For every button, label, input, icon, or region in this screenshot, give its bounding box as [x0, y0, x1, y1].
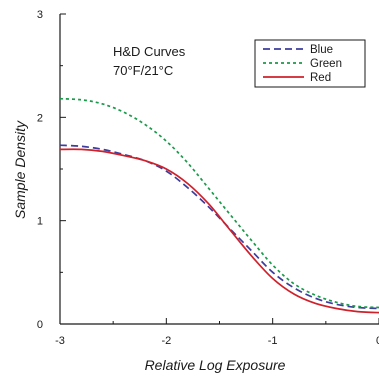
y-tick-label: 0	[37, 319, 43, 331]
y-tick-label: 3	[37, 9, 43, 21]
x-tick-label: 0	[376, 335, 379, 347]
legend-label-red: Red	[310, 72, 331, 84]
annotation: H&D Curves 70°F/21°C	[113, 44, 186, 78]
x-tick-label: -3	[55, 335, 65, 347]
y-axis-title: Sample Density	[12, 120, 28, 219]
series-lines	[59, 97, 379, 314]
annotation-line-2: 70°F/21°C	[113, 63, 173, 78]
tick-labels: 0 1 2 3 -3 -2 -1 0	[37, 9, 379, 347]
y-tick-label: 1	[37, 216, 43, 228]
x-axis-title: Relative Log Exposure	[145, 357, 286, 373]
series-line-blue	[59, 144, 379, 310]
legend: Blue Green Red	[254, 39, 366, 88]
x-tick-label: -2	[161, 335, 171, 347]
x-tick-label: -1	[268, 335, 278, 347]
tick-marks	[59, 13, 379, 325]
annotation-line-1: H&D Curves	[113, 44, 186, 59]
series-line-green	[59, 97, 379, 309]
legend-label-green: Green	[310, 58, 342, 70]
series-line-red	[59, 148, 379, 314]
y-tick-label: 2	[37, 112, 43, 124]
legend-label-blue: Blue	[310, 44, 333, 56]
legend-box	[254, 39, 366, 88]
